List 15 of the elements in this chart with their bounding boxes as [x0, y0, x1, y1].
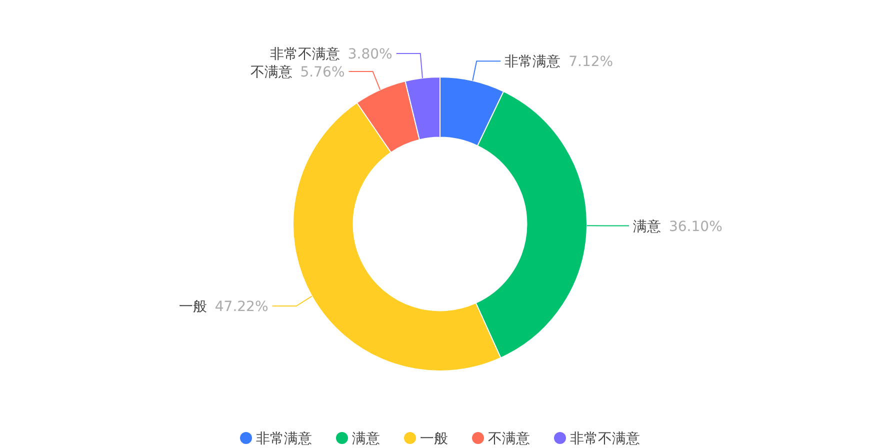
slice-label: 非常不满意 [270, 46, 340, 62]
legend-label: 非常满意 [256, 431, 312, 447]
data-label: 36.10% [668, 218, 722, 235]
slice-label: 满意 [632, 218, 661, 235]
data-label: 5.76% [300, 64, 345, 80]
legend-label: 不满意 [488, 431, 530, 447]
slice-label: 非常满意 [504, 54, 561, 70]
legend-label: 满意 [352, 431, 380, 447]
legend-label: 非常不满意 [570, 431, 640, 447]
data-label: 3.80% [348, 46, 392, 62]
data-label: 47.22% [214, 299, 268, 316]
data-label: 7.12% [568, 54, 614, 70]
slice-label: 一般 [178, 299, 207, 316]
legend-label: 一般 [420, 431, 448, 447]
slice-label: 不满意 [250, 64, 292, 80]
